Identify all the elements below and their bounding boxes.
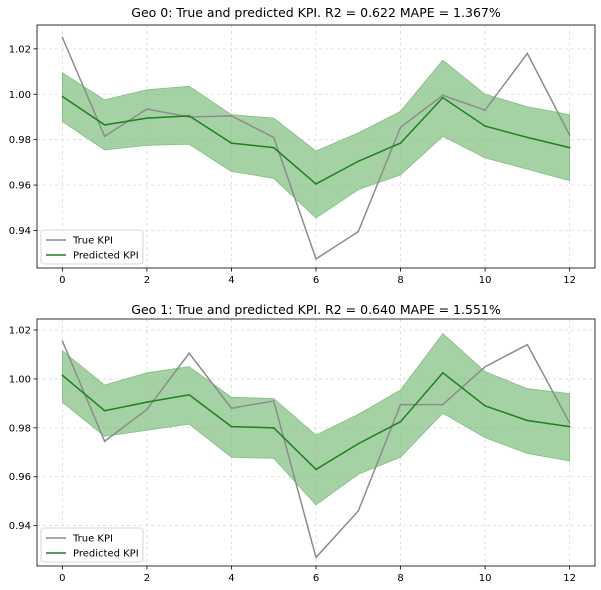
predicted-kpi-point bbox=[103, 409, 106, 412]
true-kpi-point bbox=[315, 258, 317, 260]
x-tick-label: 2 bbox=[144, 275, 150, 286]
legend-predicted-kpi-label: Predicted KPI bbox=[73, 251, 139, 262]
true-kpi-point bbox=[568, 134, 571, 136]
x-tick-label: 8 bbox=[397, 573, 403, 584]
y-tick-label: 0.94 bbox=[9, 226, 31, 237]
true-kpi-point bbox=[188, 352, 190, 355]
x-tick-label: 6 bbox=[313, 275, 319, 286]
y-tick-label: 1.02 bbox=[9, 44, 31, 55]
predicted-kpi-point bbox=[230, 142, 233, 144]
x-tick-label: 10 bbox=[479, 573, 492, 584]
y-tick-label: 0.96 bbox=[9, 472, 31, 483]
true-kpi-point bbox=[357, 510, 360, 512]
y-tick-label: 0.94 bbox=[9, 521, 31, 532]
legend: True KPI Predicted KPI bbox=[40, 229, 144, 265]
x-tick-label: 6 bbox=[313, 573, 319, 584]
predicted-kpi-point bbox=[188, 394, 190, 396]
true-kpi-point bbox=[61, 36, 64, 39]
x-tick-label: 0 bbox=[59, 275, 65, 286]
true-kpi-point bbox=[399, 403, 402, 406]
predicted-kpi-point bbox=[272, 146, 275, 149]
predicted-kpi-point bbox=[146, 401, 148, 403]
true-kpi-point bbox=[484, 109, 486, 111]
x-tick-label: 10 bbox=[479, 275, 492, 286]
chart-panel-0: Geo 0: True and predicted KPI. R2 = 0.62… bbox=[9, 5, 596, 286]
predicted-kpi-point bbox=[146, 117, 148, 119]
legend: True KPI Predicted KPI bbox=[40, 527, 144, 563]
y-tick-label: 1.00 bbox=[9, 374, 31, 385]
predicted-kpi-point bbox=[230, 425, 233, 428]
x-tick-label: 0 bbox=[59, 573, 65, 584]
true-kpi-point bbox=[357, 230, 360, 233]
true-kpi-point bbox=[399, 126, 402, 128]
predicted-kpi-point bbox=[272, 427, 275, 429]
true-kpi-point bbox=[230, 115, 233, 117]
true-kpi-point bbox=[526, 343, 529, 346]
true-kpi-point bbox=[272, 400, 275, 402]
predicted-kpi-point bbox=[568, 146, 571, 149]
predicted-kpi-point bbox=[442, 96, 444, 99]
predicted-kpi-point bbox=[357, 160, 360, 163]
x-tick-label: 8 bbox=[397, 275, 403, 286]
predicted-kpi-point bbox=[568, 425, 571, 428]
true-kpi-point bbox=[526, 52, 529, 55]
predicted-kpi-point bbox=[103, 124, 106, 126]
true-kpi-point bbox=[272, 136, 275, 139]
y-tick-label: 0.98 bbox=[9, 135, 31, 146]
predicted-kpi-point bbox=[399, 420, 402, 423]
true-kpi-point bbox=[146, 108, 148, 110]
predicted-kpi-point bbox=[357, 442, 360, 445]
predicted-kpi-point bbox=[315, 183, 317, 185]
y-tick-label: 0.96 bbox=[9, 181, 31, 192]
true-kpi-point bbox=[103, 440, 106, 443]
predicted-kpi-point bbox=[526, 419, 529, 422]
true-kpi-point bbox=[568, 422, 571, 424]
y-tick-label: 0.98 bbox=[9, 423, 31, 434]
x-tick-label: 4 bbox=[228, 573, 234, 584]
confidence-band bbox=[61, 59, 571, 219]
x-tick-label: 2 bbox=[144, 573, 150, 584]
true-kpi-point bbox=[442, 403, 444, 406]
predicted-kpi-point bbox=[442, 372, 444, 374]
predicted-kpi-point bbox=[399, 142, 402, 144]
legend-box bbox=[40, 527, 144, 563]
chart-title: Geo 0: True and predicted KPI. R2 = 0.62… bbox=[131, 5, 501, 20]
predicted-kpi-point bbox=[188, 115, 190, 117]
legend-true-kpi-label: True KPI bbox=[72, 534, 113, 545]
true-kpi-point bbox=[315, 556, 317, 559]
predicted-kpi-point bbox=[61, 374, 64, 377]
true-kpi-point bbox=[442, 94, 444, 97]
predicted-kpi-point bbox=[61, 95, 64, 98]
predicted-kpi-point bbox=[484, 405, 486, 407]
y-tick-label: 1.02 bbox=[9, 326, 31, 337]
true-kpi-point bbox=[484, 365, 486, 368]
y-tick-label: 1.00 bbox=[9, 90, 31, 101]
true-kpi-point bbox=[61, 340, 64, 342]
legend-box bbox=[40, 229, 144, 265]
predicted-kpi-point bbox=[526, 136, 529, 139]
true-kpi-point bbox=[230, 407, 233, 410]
x-tick-label: 12 bbox=[563, 275, 576, 286]
x-tick-label: 12 bbox=[563, 573, 576, 584]
legend-true-kpi-label: True KPI bbox=[72, 236, 113, 247]
x-tick-label: 4 bbox=[228, 275, 234, 286]
chart-title: Geo 1: True and predicted KPI. R2 = 0.64… bbox=[131, 302, 501, 317]
confidence-band bbox=[61, 333, 571, 506]
legend-predicted-kpi-label: Predicted KPI bbox=[73, 549, 139, 560]
predicted-kpi-point bbox=[484, 125, 486, 127]
chart-panel-1: Geo 1: True and predicted KPI. R2 = 0.64… bbox=[9, 302, 596, 584]
true-kpi-point bbox=[146, 408, 148, 411]
true-kpi-point bbox=[103, 135, 106, 138]
predicted-kpi-point bbox=[315, 468, 317, 471]
